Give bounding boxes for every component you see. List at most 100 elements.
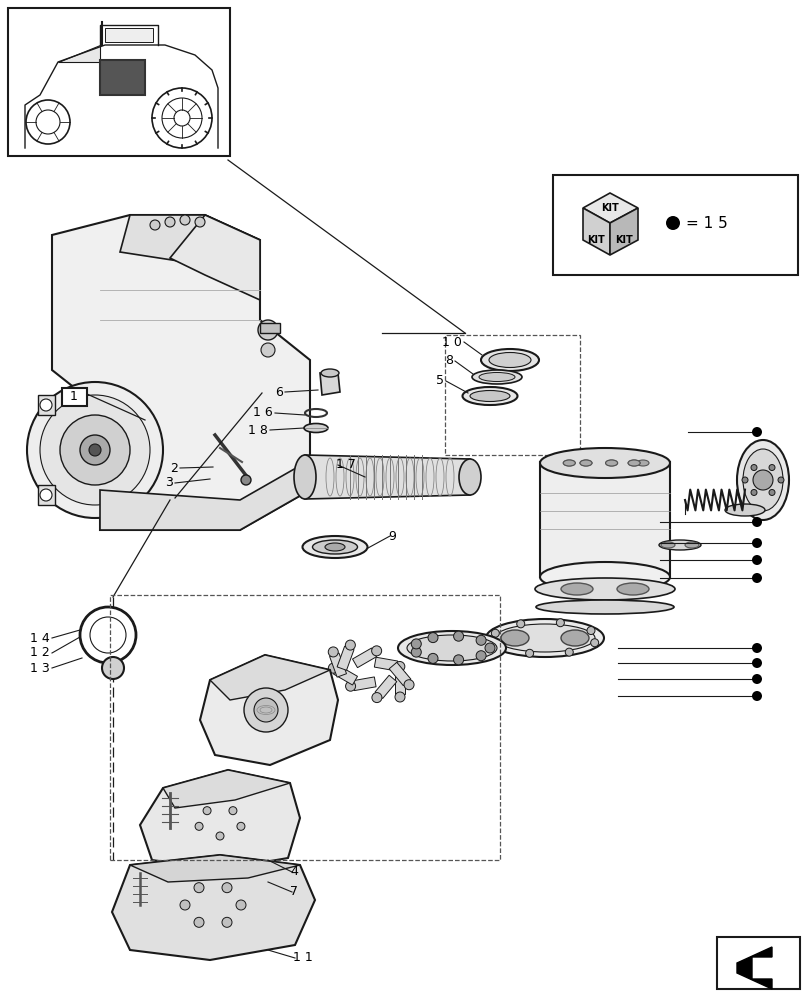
Circle shape	[194, 883, 204, 893]
Circle shape	[751, 643, 761, 653]
Text: KIT: KIT	[615, 235, 632, 245]
Polygon shape	[352, 677, 375, 691]
Polygon shape	[52, 215, 310, 530]
Ellipse shape	[605, 460, 617, 466]
Polygon shape	[333, 665, 357, 685]
Text: KIT: KIT	[600, 203, 618, 213]
Polygon shape	[130, 855, 299, 882]
Polygon shape	[169, 215, 260, 300]
Ellipse shape	[312, 540, 357, 554]
Text: 9: 9	[388, 530, 396, 542]
Ellipse shape	[495, 624, 594, 652]
Circle shape	[751, 658, 761, 668]
Polygon shape	[112, 855, 315, 960]
Polygon shape	[163, 770, 290, 808]
Circle shape	[495, 641, 502, 649]
Circle shape	[371, 646, 381, 656]
Text: 3: 3	[165, 477, 173, 489]
Circle shape	[751, 427, 761, 437]
Text: 1 6: 1 6	[253, 406, 272, 420]
Circle shape	[371, 693, 381, 703]
Polygon shape	[582, 193, 637, 223]
Bar	[8, 8, 230, 156]
Ellipse shape	[500, 630, 528, 646]
Circle shape	[768, 489, 774, 495]
Polygon shape	[329, 653, 346, 677]
Ellipse shape	[742, 449, 782, 511]
Text: = 1 5: = 1 5	[685, 216, 727, 231]
Polygon shape	[394, 672, 405, 694]
Text: 1: 1	[70, 390, 78, 403]
Circle shape	[556, 619, 564, 627]
Ellipse shape	[539, 448, 669, 478]
Circle shape	[203, 807, 211, 815]
Circle shape	[586, 627, 594, 635]
Circle shape	[411, 639, 421, 649]
Text: 4: 4	[290, 865, 298, 878]
Ellipse shape	[486, 619, 603, 657]
Circle shape	[260, 343, 275, 357]
Ellipse shape	[303, 536, 367, 558]
Text: 5: 5	[436, 374, 444, 387]
Circle shape	[40, 399, 52, 411]
Circle shape	[80, 435, 109, 465]
Ellipse shape	[660, 542, 674, 548]
Circle shape	[40, 395, 150, 505]
Circle shape	[768, 465, 774, 471]
Circle shape	[180, 900, 190, 910]
Circle shape	[475, 651, 486, 661]
Ellipse shape	[471, 370, 521, 384]
Circle shape	[254, 698, 277, 722]
Polygon shape	[38, 485, 55, 505]
Circle shape	[89, 444, 101, 456]
Ellipse shape	[488, 353, 530, 367]
Circle shape	[237, 822, 245, 830]
Circle shape	[741, 477, 747, 483]
Circle shape	[241, 475, 251, 485]
Ellipse shape	[480, 349, 539, 371]
Circle shape	[328, 663, 338, 673]
Circle shape	[453, 655, 463, 665]
Circle shape	[152, 88, 212, 148]
Text: 2: 2	[170, 462, 178, 475]
Circle shape	[751, 517, 761, 527]
Circle shape	[345, 640, 355, 650]
Ellipse shape	[470, 390, 509, 401]
Polygon shape	[139, 770, 299, 870]
Ellipse shape	[636, 460, 648, 466]
Bar	[716, 937, 799, 989]
Circle shape	[180, 215, 190, 225]
Circle shape	[194, 917, 204, 927]
Text: 1 7: 1 7	[336, 458, 355, 472]
Ellipse shape	[294, 455, 315, 499]
Text: 1 8: 1 8	[248, 424, 268, 436]
Polygon shape	[38, 395, 55, 415]
Polygon shape	[337, 646, 354, 670]
Circle shape	[751, 691, 761, 701]
Circle shape	[243, 688, 288, 732]
Ellipse shape	[397, 631, 505, 665]
Ellipse shape	[478, 372, 514, 381]
Circle shape	[195, 217, 204, 227]
Ellipse shape	[535, 600, 673, 614]
Polygon shape	[58, 45, 100, 62]
Circle shape	[751, 573, 761, 583]
Circle shape	[750, 489, 756, 495]
Circle shape	[525, 649, 533, 657]
Circle shape	[404, 680, 414, 690]
Bar	[100, 60, 145, 95]
Text: 1 0: 1 0	[441, 336, 461, 349]
Bar	[109, 595, 500, 860]
Circle shape	[475, 635, 486, 645]
Circle shape	[26, 100, 70, 144]
Circle shape	[150, 220, 160, 230]
Polygon shape	[305, 455, 470, 499]
Circle shape	[752, 470, 772, 490]
Circle shape	[36, 110, 60, 134]
Circle shape	[427, 653, 437, 663]
Circle shape	[427, 633, 437, 643]
Ellipse shape	[579, 460, 591, 466]
Circle shape	[345, 681, 355, 691]
Polygon shape	[388, 662, 410, 686]
Text: 6: 6	[275, 385, 283, 398]
